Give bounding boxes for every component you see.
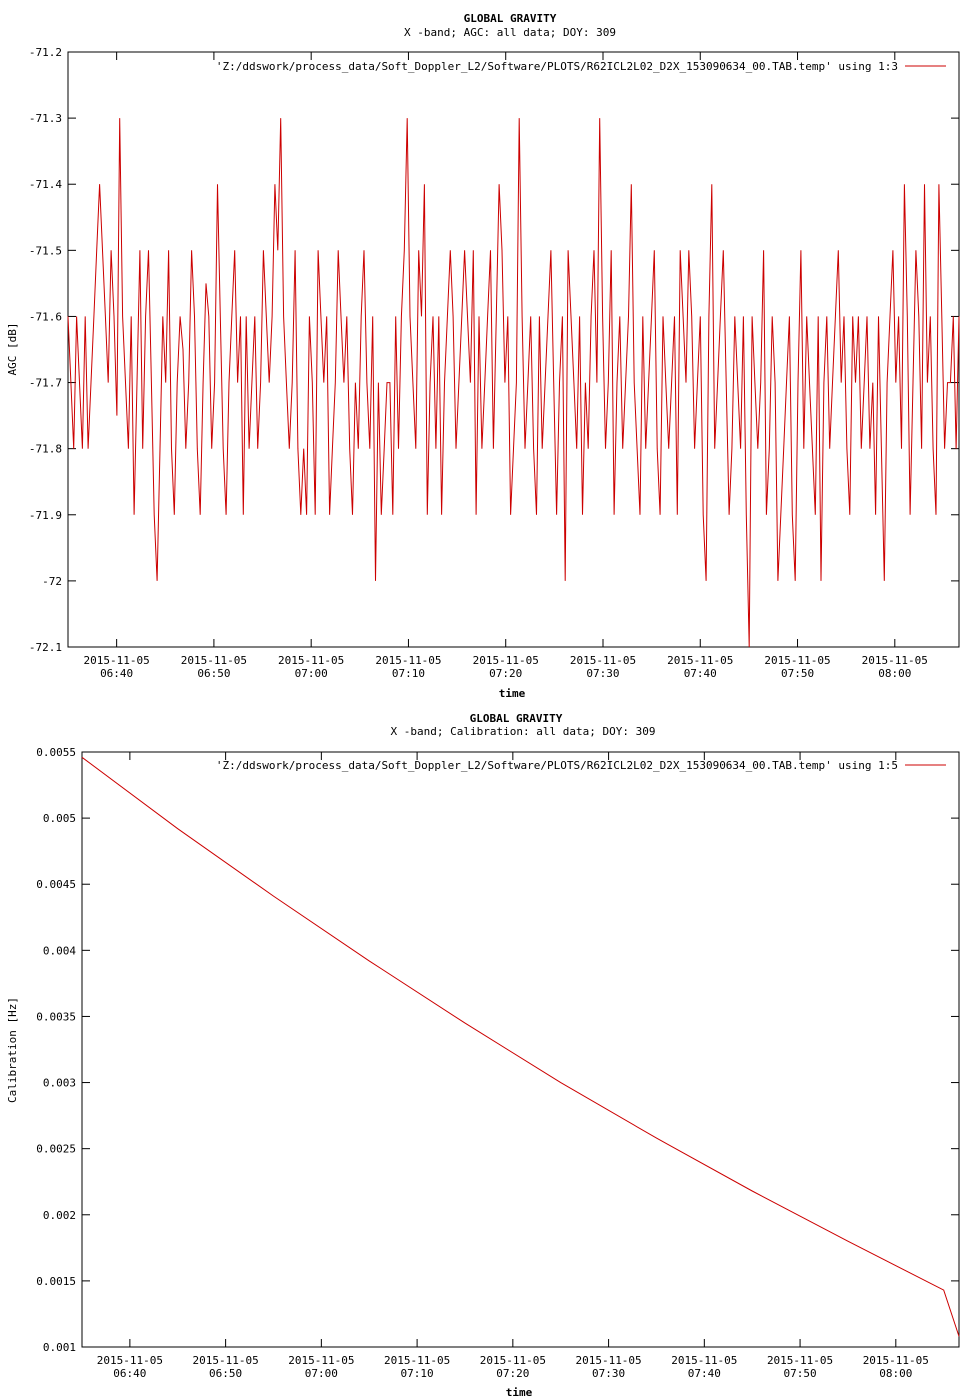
y-tick-label: 0.0025 bbox=[36, 1143, 76, 1156]
x-ticks: 2015-11-0506:402015-11-0506:502015-11-05… bbox=[97, 752, 929, 1380]
x-tick-time: 07:30 bbox=[586, 667, 619, 680]
y-tick-label: 0.0045 bbox=[36, 878, 76, 891]
y-tick-label: 0.0015 bbox=[36, 1275, 76, 1288]
y-ticks: -71.2 -71.3 -71.4 -71.5 -71.6 -71.7 -71.8 -71.9… bbox=[29, 46, 959, 654]
x-tick-date: 2015-11-05 bbox=[575, 1354, 641, 1367]
x-tick-time: 07:10 bbox=[392, 667, 425, 680]
x-tick-date: 2015-11-05 bbox=[863, 1354, 929, 1367]
y-tick-label: -72.1 bbox=[29, 641, 62, 654]
x-tick-date: 2015-11-05 bbox=[181, 654, 247, 667]
x-tick-time: 07:40 bbox=[684, 667, 717, 680]
y-tick-label: -71.6 bbox=[29, 310, 62, 323]
x-tick-date: 2015-11-05 bbox=[473, 654, 539, 667]
agc-series-line bbox=[67, 118, 960, 648]
chart-title: GLOBAL GRAVITY bbox=[470, 712, 563, 725]
x-tick-time: 07:50 bbox=[781, 667, 814, 680]
plot-frame bbox=[81, 751, 960, 1348]
x-tick-time: 07:30 bbox=[592, 1367, 625, 1380]
y-tick-label: 0.004 bbox=[43, 944, 76, 957]
x-tick-time: 07:50 bbox=[784, 1367, 817, 1380]
chart-subtitle: X -band; Calibration: all data; DOY: 309 bbox=[391, 725, 656, 738]
x-tick-time: 07:20 bbox=[496, 1367, 529, 1380]
y-tick-label: 0.001 bbox=[43, 1341, 76, 1354]
legend-label: 'Z:/ddswork/process_data/Soft_Doppler_L2… bbox=[216, 60, 898, 73]
y-tick-label: 0.0035 bbox=[36, 1010, 76, 1023]
x-tick-date: 2015-11-05 bbox=[384, 1354, 450, 1367]
x-tick-date: 2015-11-05 bbox=[667, 654, 733, 667]
x-tick-date: 2015-11-05 bbox=[767, 1354, 833, 1367]
y-tick-label: 0.003 bbox=[43, 1077, 76, 1090]
x-tick-time: 06:50 bbox=[197, 667, 230, 680]
y-tick-label: -71.5 bbox=[29, 244, 62, 257]
x-tick-time: 07:40 bbox=[688, 1367, 721, 1380]
x-tick-time: 08:00 bbox=[879, 1367, 912, 1380]
calibration-series-line bbox=[81, 756, 960, 1337]
x-tick-date: 2015-11-05 bbox=[192, 1354, 258, 1367]
x-axis-label: time bbox=[499, 687, 526, 700]
x-tick-date: 2015-11-05 bbox=[278, 654, 344, 667]
x-tick-date: 2015-11-05 bbox=[97, 1354, 163, 1367]
y-tick-label: -71.3 bbox=[29, 112, 62, 125]
x-ticks: 2015-11-0506:402015-11-0506:502015-11-05… bbox=[84, 52, 928, 680]
calibration-chart: GLOBAL GRAVITY X -band; Calibration: all… bbox=[6, 712, 960, 1399]
x-tick-date: 2015-11-05 bbox=[671, 1354, 737, 1367]
x-tick-date: 2015-11-05 bbox=[288, 1354, 354, 1367]
x-axis-label: time bbox=[506, 1386, 533, 1399]
chart-title: GLOBAL GRAVITY bbox=[464, 12, 557, 25]
chart-subtitle: X -band; AGC: all data; DOY: 309 bbox=[404, 26, 616, 39]
x-tick-date: 2015-11-05 bbox=[570, 654, 636, 667]
x-tick-time: 06:40 bbox=[100, 667, 133, 680]
x-tick-time: 07:00 bbox=[295, 667, 328, 680]
y-axis-label: Calibration [Hz] bbox=[6, 997, 19, 1103]
y-tick-label: -71.9 bbox=[29, 509, 62, 522]
y-axis-label: AGC [dB] bbox=[6, 323, 19, 376]
y-tick-label: -72 bbox=[42, 575, 62, 588]
x-tick-date: 2015-11-05 bbox=[375, 654, 441, 667]
x-tick-date: 2015-11-05 bbox=[862, 654, 928, 667]
x-tick-time: 07:20 bbox=[489, 667, 522, 680]
x-tick-time: 07:10 bbox=[401, 1367, 434, 1380]
y-tick-label: 0.002 bbox=[43, 1209, 76, 1222]
legend-label: 'Z:/ddswork/process_data/Soft_Doppler_L2… bbox=[216, 759, 898, 772]
x-tick-date: 2015-11-05 bbox=[764, 654, 830, 667]
x-tick-date: 2015-11-05 bbox=[84, 654, 150, 667]
y-tick-label: -71.7 bbox=[29, 377, 62, 390]
x-tick-time: 08:00 bbox=[878, 667, 911, 680]
y-tick-label: -71.4 bbox=[29, 178, 62, 191]
agc-chart: GLOBAL GRAVITY X -band; AGC: all data; D… bbox=[6, 12, 960, 700]
x-tick-date: 2015-11-05 bbox=[480, 1354, 546, 1367]
y-tick-label: -71.2 bbox=[29, 46, 62, 59]
y-tick-label: 0.005 bbox=[43, 812, 76, 825]
x-tick-time: 06:40 bbox=[113, 1367, 146, 1380]
x-tick-time: 07:00 bbox=[305, 1367, 338, 1380]
x-tick-time: 06:50 bbox=[209, 1367, 242, 1380]
y-ticks: 0.0055 0.005 0.0045 0.004 0.0035 0.003 0.0025 0… bbox=[36, 746, 959, 1354]
y-tick-label: -71.8 bbox=[29, 443, 62, 456]
y-tick-label: 0.0055 bbox=[36, 746, 76, 759]
plot-frame bbox=[67, 51, 960, 648]
